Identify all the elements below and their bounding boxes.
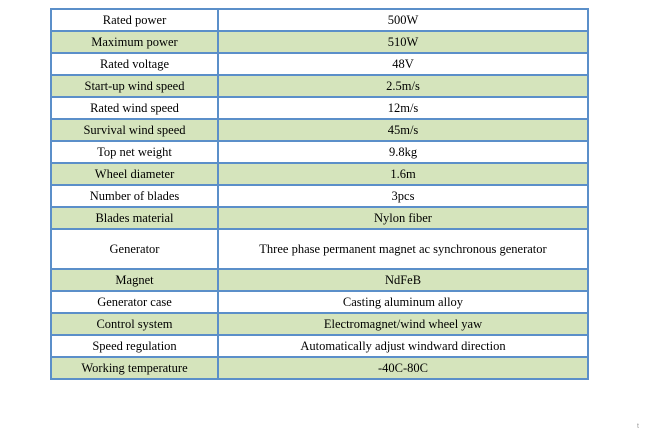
spec-value: Nylon fiber <box>217 206 589 230</box>
table-row: Working temperature -40C-80C <box>50 356 589 380</box>
table-row: Control system Electromagnet/wind wheel y… <box>50 312 589 336</box>
spec-table-body: Rated power 500W Maximum power 510W Rated vo… <box>50 8 589 380</box>
corner-mark: t <box>637 423 639 430</box>
spec-label: Start-up wind speed <box>50 74 219 98</box>
spec-value: 48V <box>217 52 589 76</box>
table-row: Blades material Nylon fiber <box>50 206 589 230</box>
spec-label: Rated power <box>50 8 219 32</box>
spec-value: Electromagnet/wind wheel yaw <box>217 312 589 336</box>
table-row: Start-up wind speed 2.5m/s <box>50 74 589 98</box>
spec-value: Automatically adjust windward direction <box>217 334 589 358</box>
spec-label: Top net weight <box>50 140 219 164</box>
spec-label: Rated voltage <box>50 52 219 76</box>
spec-value: NdFeB <box>217 268 589 292</box>
spec-label: Survival wind speed <box>50 118 219 142</box>
spec-label: Blades material <box>50 206 219 230</box>
spec-label: Magnet <box>50 268 219 292</box>
spec-value: 9.8kg <box>217 140 589 164</box>
table-row: Generator case Casting aluminum alloy <box>50 290 589 314</box>
spec-label: Control system <box>50 312 219 336</box>
spec-label: Working temperature <box>50 356 219 380</box>
spec-value: 1.6m <box>217 162 589 186</box>
table-row: Number of blades 3pcs <box>50 184 589 208</box>
table-row: Top net weight 9.8kg <box>50 140 589 164</box>
spec-value: 45m/s <box>217 118 589 142</box>
table-row: Maximum power 510W <box>50 30 589 54</box>
spec-value: -40C-80C <box>217 356 589 380</box>
table-row: Rated power 500W <box>50 8 589 32</box>
spec-label: Wheel diameter <box>50 162 219 186</box>
spec-value: 2.5m/s <box>217 74 589 98</box>
spec-label: Generator <box>50 228 219 270</box>
table-row: Magnet NdFeB <box>50 268 589 292</box>
spec-value: Casting aluminum alloy <box>217 290 589 314</box>
spec-label: Generator case <box>50 290 219 314</box>
table-row: Rated voltage 48V <box>50 52 589 76</box>
spec-value: 510W <box>217 30 589 54</box>
spec-label: Number of blades <box>50 184 219 208</box>
table-row: Rated wind speed 12m/s <box>50 96 589 120</box>
table-row: Wheel diameter 1.6m <box>50 162 589 186</box>
spec-table: Rated power 500W Maximum power 510W Rated vo… <box>50 8 589 380</box>
spec-value: 12m/s <box>217 96 589 120</box>
spec-value: 3pcs <box>217 184 589 208</box>
table-row: Survival wind speed 45m/s <box>50 118 589 142</box>
spec-label: Maximum power <box>50 30 219 54</box>
spec-value: Three phase permanent magnet ac synchron… <box>217 228 589 270</box>
table-row: Speed regulation Automatically adjust win… <box>50 334 589 358</box>
spec-label: Speed regulation <box>50 334 219 358</box>
spec-value: 500W <box>217 8 589 32</box>
spec-label: Rated wind speed <box>50 96 219 120</box>
table-row: Generator Three phase permanent magnet ac… <box>50 228 589 270</box>
